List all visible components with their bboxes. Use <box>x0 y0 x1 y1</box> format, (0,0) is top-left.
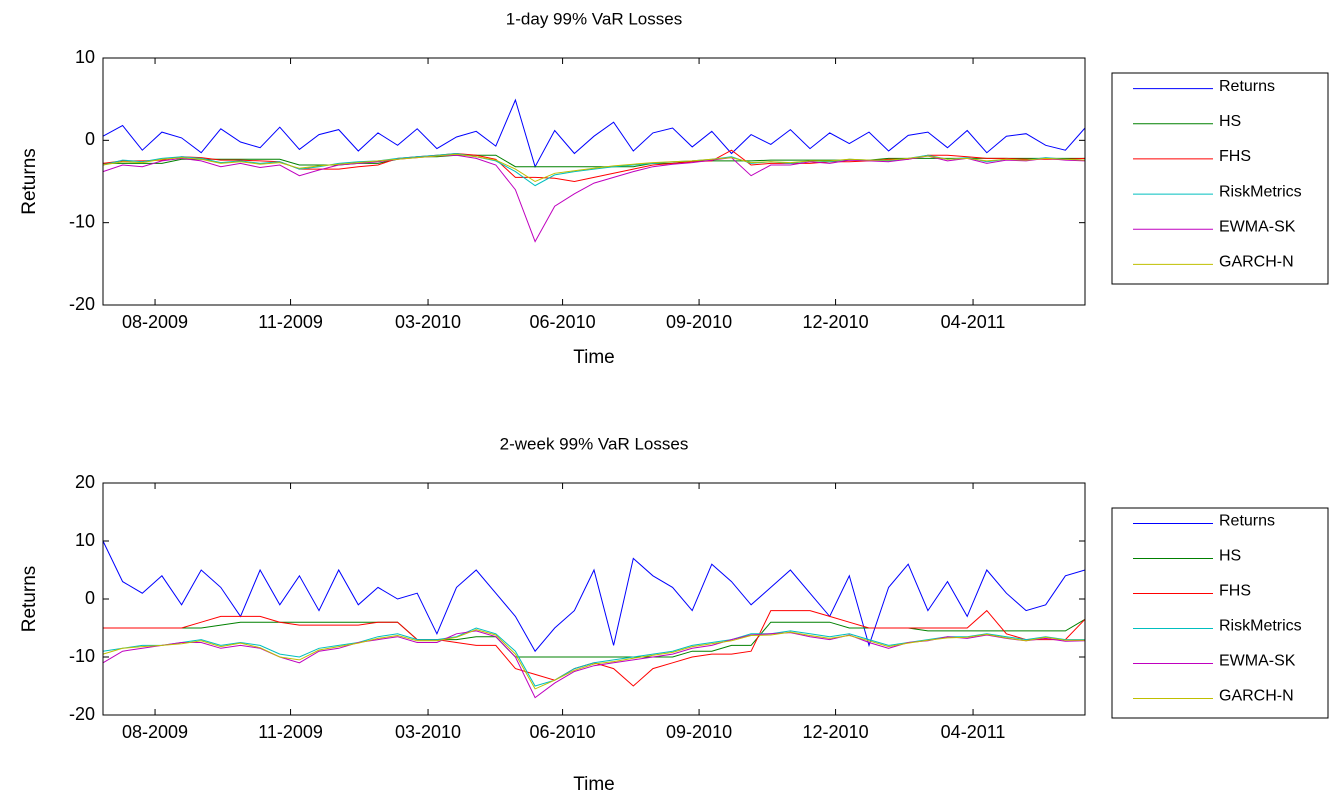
y-tick-label: 0 <box>85 588 95 608</box>
legend-label: HS <box>1219 113 1241 130</box>
legend-label: FHS <box>1219 583 1251 600</box>
plot-area <box>103 58 1085 305</box>
legend-label: GARCH-N <box>1219 688 1294 705</box>
axes-box <box>102 57 1086 306</box>
y-tick-label: -10 <box>69 211 95 231</box>
legend-box <box>1111 72 1329 285</box>
x-axis-label: Time <box>573 774 615 795</box>
x-tick-label: 09-2010 <box>666 722 732 742</box>
y-tick-label: 10 <box>75 530 95 550</box>
legend-label: FHS <box>1219 148 1251 165</box>
legend-label: RiskMetrics <box>1219 183 1302 200</box>
legend-label: GARCH-N <box>1219 254 1294 271</box>
x-axis-label: Time <box>573 347 615 368</box>
x-tick-label: 11-2009 <box>258 722 323 742</box>
legend-label: RiskMetrics <box>1219 618 1302 635</box>
x-tick-label: 08-2009 <box>122 312 188 332</box>
axes-box <box>102 482 1086 716</box>
y-tick-label: 0 <box>85 129 95 149</box>
y-tick-label: -10 <box>69 646 95 666</box>
legend-label: HS <box>1219 548 1241 565</box>
y-axis-label: Returns <box>19 566 40 633</box>
x-tick-label: 03-2010 <box>395 312 461 332</box>
series-line <box>102 152 1086 187</box>
x-tick-label: 08-2009 <box>122 722 188 742</box>
series-line <box>102 540 1086 653</box>
x-tick-label: 12-2010 <box>803 312 869 332</box>
y-tick-label: 20 <box>75 472 95 492</box>
series-line <box>102 153 1086 183</box>
x-tick-label: 12-2010 <box>803 722 869 742</box>
series-line <box>102 98 1086 169</box>
plot-area <box>103 483 1085 715</box>
x-tick-label: 03-2010 <box>395 722 461 742</box>
y-tick-label: -20 <box>69 294 95 314</box>
legend-label: Returns <box>1219 513 1275 530</box>
y-tick-label: 10 <box>75 47 95 67</box>
x-tick-label: 11-2009 <box>258 312 323 332</box>
y-tick-label: -20 <box>69 704 95 724</box>
series-line <box>102 629 1085 690</box>
series-line <box>102 627 1085 687</box>
x-tick-label: 06-2010 <box>530 722 596 742</box>
x-tick-label: 04-2011 <box>941 722 1006 742</box>
y-axis-label: Returns <box>19 148 40 215</box>
chart-title: 1-day 99% VaR Losses <box>506 9 682 28</box>
x-tick-label: 09-2010 <box>666 312 732 332</box>
legend-label: Returns <box>1219 78 1275 95</box>
legend-label: EWMA-SK <box>1219 218 1296 235</box>
legend-label: EWMA-SK <box>1219 653 1296 670</box>
legend-box <box>1111 507 1329 719</box>
chart-title: 2-week 99% VaR Losses <box>500 434 689 453</box>
series-line <box>103 154 1085 168</box>
series-line <box>103 618 1086 658</box>
x-tick-label: 06-2010 <box>530 312 596 332</box>
x-tick-label: 04-2011 <box>941 312 1006 332</box>
